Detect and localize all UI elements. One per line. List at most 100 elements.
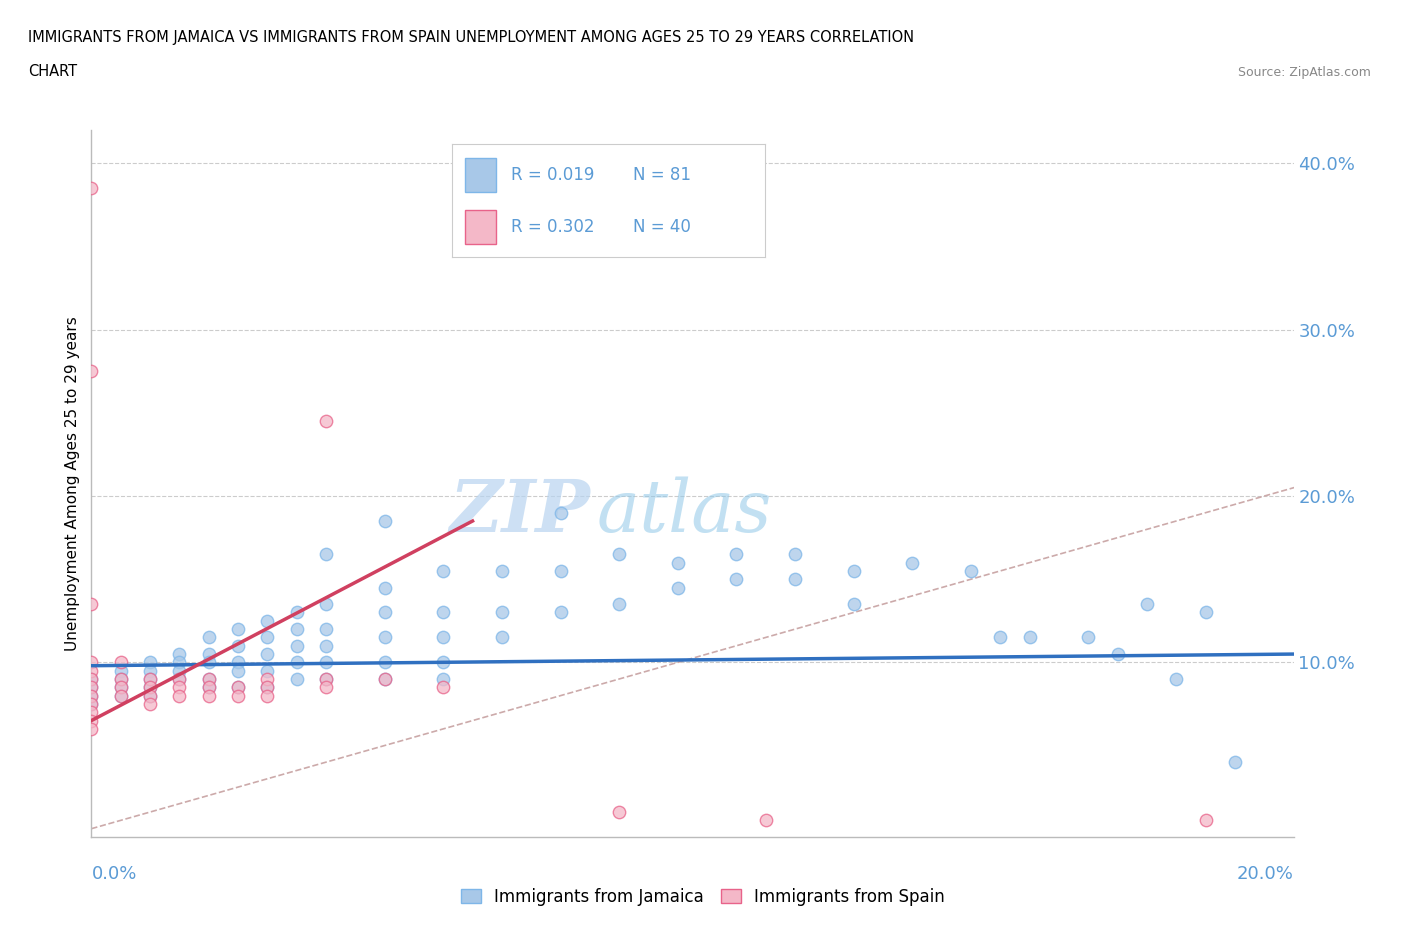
Point	[169, 688, 191, 703]
Point	[139, 680, 162, 695]
Y-axis label: Unemployment Among Ages 25 to 29 years: Unemployment Among Ages 25 to 29 years	[65, 316, 80, 651]
Point	[285, 605, 308, 620]
Point	[1136, 597, 1159, 612]
Point	[197, 655, 219, 670]
Point	[725, 572, 748, 587]
Point	[169, 646, 191, 661]
Point	[80, 688, 103, 703]
Point	[783, 547, 806, 562]
Point	[169, 671, 191, 686]
Point	[432, 630, 454, 644]
Point	[226, 655, 249, 670]
Point	[80, 663, 103, 678]
Point	[139, 671, 162, 686]
Point	[550, 605, 572, 620]
Text: CHART: CHART	[28, 64, 77, 79]
Point	[315, 655, 337, 670]
Point	[725, 547, 748, 562]
Point	[842, 564, 865, 578]
Point	[110, 671, 132, 686]
Point	[226, 680, 249, 695]
Point	[1018, 630, 1040, 644]
Point	[80, 713, 103, 728]
Point	[169, 655, 191, 670]
Point	[432, 655, 454, 670]
Point	[374, 630, 396, 644]
Point	[256, 680, 278, 695]
Point	[432, 564, 454, 578]
Point	[80, 597, 103, 612]
Point	[285, 655, 308, 670]
Point	[315, 680, 337, 695]
Point	[226, 621, 249, 636]
Point	[197, 680, 219, 695]
Point	[110, 688, 132, 703]
Point	[256, 646, 278, 661]
Point	[197, 680, 219, 695]
Point	[169, 680, 191, 695]
Point	[139, 697, 162, 711]
Point	[110, 680, 132, 695]
Point	[256, 663, 278, 678]
Point	[169, 663, 191, 678]
Point	[960, 564, 983, 578]
Point	[80, 181, 103, 196]
Point	[80, 705, 103, 720]
Point	[197, 630, 219, 644]
Point	[315, 597, 337, 612]
Point	[783, 572, 806, 587]
Point	[491, 564, 513, 578]
Point	[226, 663, 249, 678]
Point	[80, 671, 103, 686]
Point	[226, 638, 249, 653]
Point	[110, 671, 132, 686]
Point	[197, 671, 219, 686]
Point	[256, 630, 278, 644]
Point	[110, 663, 132, 678]
Point	[491, 605, 513, 620]
Point	[226, 688, 249, 703]
Point	[901, 555, 924, 570]
Point	[226, 680, 249, 695]
Point	[139, 655, 162, 670]
Point	[491, 630, 513, 644]
Point	[374, 655, 396, 670]
Point	[1107, 646, 1129, 661]
Text: 0.0%: 0.0%	[91, 865, 136, 883]
Point	[110, 680, 132, 695]
Point	[169, 671, 191, 686]
Point	[374, 605, 396, 620]
Point	[755, 813, 778, 828]
Point	[666, 580, 689, 595]
Point	[1194, 813, 1216, 828]
Point	[110, 655, 132, 670]
Point	[80, 671, 103, 686]
Point	[139, 688, 162, 703]
Point	[256, 614, 278, 629]
Point	[139, 671, 162, 686]
Text: ZIP: ZIP	[450, 476, 591, 548]
Point	[197, 646, 219, 661]
Legend: Immigrants from Jamaica, Immigrants from Spain: Immigrants from Jamaica, Immigrants from…	[454, 881, 952, 912]
Point	[374, 513, 396, 528]
Point	[110, 688, 132, 703]
Point	[80, 688, 103, 703]
Point	[256, 688, 278, 703]
Point	[1194, 605, 1216, 620]
Point	[315, 638, 337, 653]
Point	[550, 564, 572, 578]
Point	[139, 688, 162, 703]
Text: IMMIGRANTS FROM JAMAICA VS IMMIGRANTS FROM SPAIN UNEMPLOYMENT AMONG AGES 25 TO 2: IMMIGRANTS FROM JAMAICA VS IMMIGRANTS FR…	[28, 30, 914, 45]
Point	[432, 605, 454, 620]
Point	[374, 580, 396, 595]
Point	[666, 555, 689, 570]
Text: Source: ZipAtlas.com: Source: ZipAtlas.com	[1237, 66, 1371, 79]
Point	[607, 547, 630, 562]
Point	[197, 688, 219, 703]
Point	[80, 697, 103, 711]
Point	[197, 671, 219, 686]
Point	[1166, 671, 1188, 686]
Point	[374, 671, 396, 686]
Point	[80, 697, 103, 711]
Point	[315, 414, 337, 429]
